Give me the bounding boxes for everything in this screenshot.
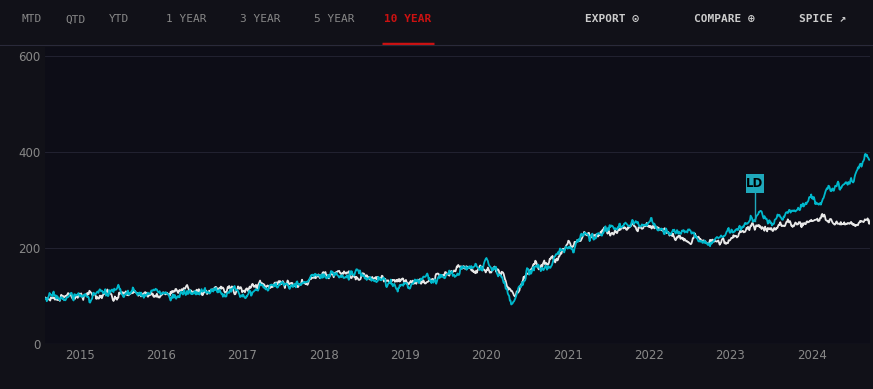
Text: MTD: MTD bbox=[22, 14, 42, 24]
Text: QTD: QTD bbox=[65, 14, 86, 24]
Bar bbox=[746, 174, 764, 193]
Text: 1 YEAR: 1 YEAR bbox=[166, 14, 206, 24]
Text: SPICE ↗: SPICE ↗ bbox=[799, 14, 846, 24]
Text: EXPORT ⊙: EXPORT ⊙ bbox=[585, 14, 639, 24]
Text: LD: LD bbox=[746, 177, 764, 190]
Text: COMPARE ⊕: COMPARE ⊕ bbox=[694, 14, 755, 24]
Text: 5 YEAR: 5 YEAR bbox=[314, 14, 354, 24]
Text: 3 YEAR: 3 YEAR bbox=[240, 14, 280, 24]
Text: 10 YEAR: 10 YEAR bbox=[384, 14, 431, 24]
Text: YTD: YTD bbox=[109, 14, 129, 24]
